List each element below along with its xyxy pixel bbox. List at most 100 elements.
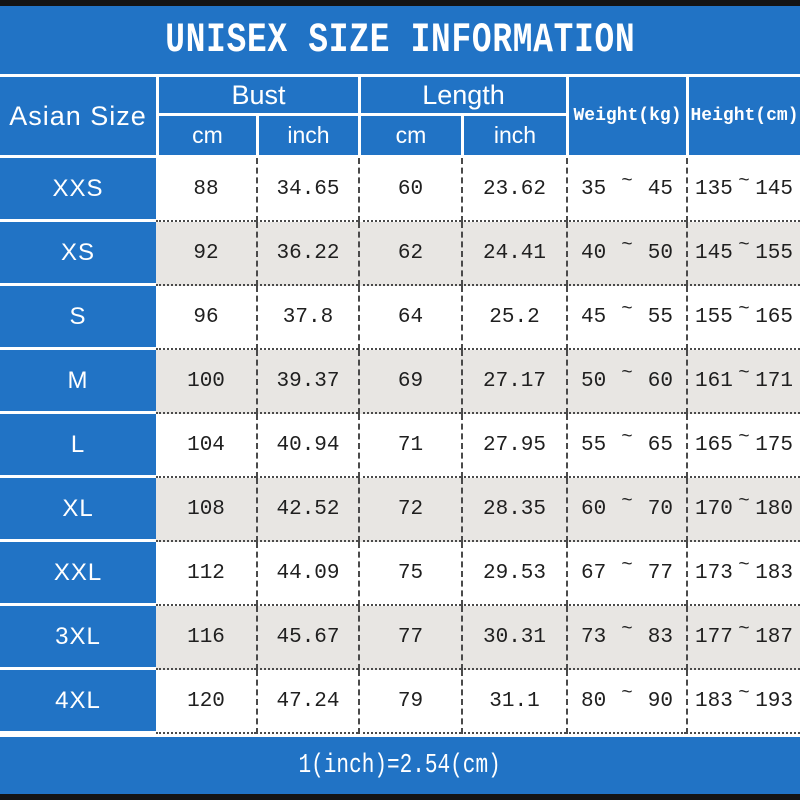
length-inch-cell: 28.35	[461, 478, 566, 542]
tilde-icon: ~	[621, 426, 633, 448]
table-row-xl: XL 108 42.52 72 28.35 60 ~ 70 170 ~ 180	[0, 478, 800, 542]
length-inch-cell: 29.53	[461, 542, 566, 606]
header-asian-size: Asian Size	[9, 100, 147, 131]
height-max: 180	[755, 497, 793, 521]
weight-min: 45	[581, 305, 607, 329]
tilde-icon: ~	[621, 362, 633, 384]
length-cm-cell: 72	[358, 478, 461, 542]
weight-min: 80	[581, 689, 607, 713]
header-height: Height(cm)	[686, 77, 800, 155]
tilde-icon: ~	[738, 682, 750, 704]
height-min: 173	[695, 561, 733, 585]
weight-min: 55	[581, 433, 607, 457]
height-max: 165	[755, 305, 793, 329]
height-min: 145	[695, 241, 733, 265]
tilde-icon: ~	[621, 682, 633, 704]
height-min: 155	[695, 305, 733, 329]
size-label: S	[0, 286, 156, 350]
weight-max: 65	[647, 433, 673, 457]
weight-max: 55	[647, 305, 673, 329]
tilde-icon: ~	[621, 618, 633, 640]
table-body: XXS 88 34.65 60 23.62 35 ~ 45 135 ~ 145 …	[0, 158, 800, 734]
height-min: 183	[695, 689, 733, 713]
height-range-cell: 170 ~ 180	[686, 478, 800, 542]
tilde-icon: ~	[621, 298, 633, 320]
weight-max: 60	[647, 369, 673, 393]
size-label: 4XL	[0, 670, 156, 734]
size-label: XL	[0, 478, 156, 542]
bust-cm-cell: 96	[156, 286, 256, 350]
size-label: XXS	[0, 158, 156, 222]
tilde-icon: ~	[621, 490, 633, 512]
table-header: Asian Size Bust Length Weight(kg) Height…	[0, 77, 800, 158]
length-inch-cell: 27.17	[461, 350, 566, 414]
height-range-cell: 177 ~ 187	[686, 606, 800, 670]
table-row-l: L 104 40.94 71 27.95 55 ~ 65 165 ~ 175	[0, 414, 800, 478]
footer-banner: 1(inch)=2.54(cm)	[0, 734, 800, 794]
size-label: M	[0, 350, 156, 414]
table-row-s: S 96 37.8 64 25.2 45 ~ 55 155 ~ 165	[0, 286, 800, 350]
height-min: 161	[695, 369, 733, 393]
bust-cm-cell: 120	[156, 670, 256, 734]
weight-min: 35	[581, 177, 607, 201]
weight-range-cell: 50 ~ 60	[566, 350, 686, 414]
height-max: 155	[755, 241, 793, 265]
tilde-icon: ~	[738, 618, 750, 640]
bust-inch-cell: 45.67	[256, 606, 358, 670]
bust-inch-cell: 36.22	[256, 222, 358, 286]
weight-range-cell: 55 ~ 65	[566, 414, 686, 478]
weight-max: 50	[647, 241, 673, 265]
length-cm-cell: 69	[358, 350, 461, 414]
size-label: 3XL	[0, 606, 156, 670]
bust-cm-cell: 116	[156, 606, 256, 670]
table-row-xxl: XXL 112 44.09 75 29.53 67 ~ 77 173 ~ 183	[0, 542, 800, 606]
length-cm-cell: 64	[358, 286, 461, 350]
size-label: L	[0, 414, 156, 478]
weight-min: 67	[581, 561, 607, 585]
header-bust-cm: cm	[156, 116, 256, 155]
bust-inch-cell: 39.37	[256, 350, 358, 414]
length-cm-cell: 60	[358, 158, 461, 222]
bottom-black-bar	[0, 794, 800, 800]
table-row-m: M 100 39.37 69 27.17 50 ~ 60 161 ~ 171	[0, 350, 800, 414]
weight-range-cell: 80 ~ 90	[566, 670, 686, 734]
height-range-cell: 183 ~ 193	[686, 670, 800, 734]
header-length-inch: inch	[461, 116, 566, 155]
tilde-icon: ~	[738, 362, 750, 384]
height-min: 170	[695, 497, 733, 521]
size-label: XXL	[0, 542, 156, 606]
length-inch-cell: 24.41	[461, 222, 566, 286]
bust-inch-cell: 42.52	[256, 478, 358, 542]
tilde-icon: ~	[738, 298, 750, 320]
bust-inch-cell: 47.24	[256, 670, 358, 734]
tilde-icon: ~	[738, 234, 750, 256]
table-row-3xl: 3XL 116 45.67 77 30.31 73 ~ 83 177 ~ 187	[0, 606, 800, 670]
length-cm-cell: 79	[358, 670, 461, 734]
weight-min: 50	[581, 369, 607, 393]
bust-inch-cell: 34.65	[256, 158, 358, 222]
weight-range-cell: 45 ~ 55	[566, 286, 686, 350]
height-range-cell: 173 ~ 183	[686, 542, 800, 606]
size-label: XS	[0, 222, 156, 286]
weight-range-cell: 35 ~ 45	[566, 158, 686, 222]
tilde-icon: ~	[738, 554, 750, 576]
header-length-group: Length	[358, 77, 566, 116]
height-max: 183	[755, 561, 793, 585]
height-range-cell: 161 ~ 171	[686, 350, 800, 414]
length-inch-cell: 23.62	[461, 158, 566, 222]
tilde-icon: ~	[621, 170, 633, 192]
height-min: 177	[695, 625, 733, 649]
length-inch-cell: 25.2	[461, 286, 566, 350]
weight-max: 83	[647, 625, 673, 649]
height-max: 193	[755, 689, 793, 713]
height-range-cell: 135 ~ 145	[686, 158, 800, 222]
bust-cm-cell: 92	[156, 222, 256, 286]
bust-inch-cell: 37.8	[256, 286, 358, 350]
weight-max: 70	[647, 497, 673, 521]
length-inch-cell: 27.95	[461, 414, 566, 478]
height-max: 145	[755, 177, 793, 201]
length-cm-cell: 75	[358, 542, 461, 606]
length-cm-cell: 71	[358, 414, 461, 478]
weight-range-cell: 40 ~ 50	[566, 222, 686, 286]
